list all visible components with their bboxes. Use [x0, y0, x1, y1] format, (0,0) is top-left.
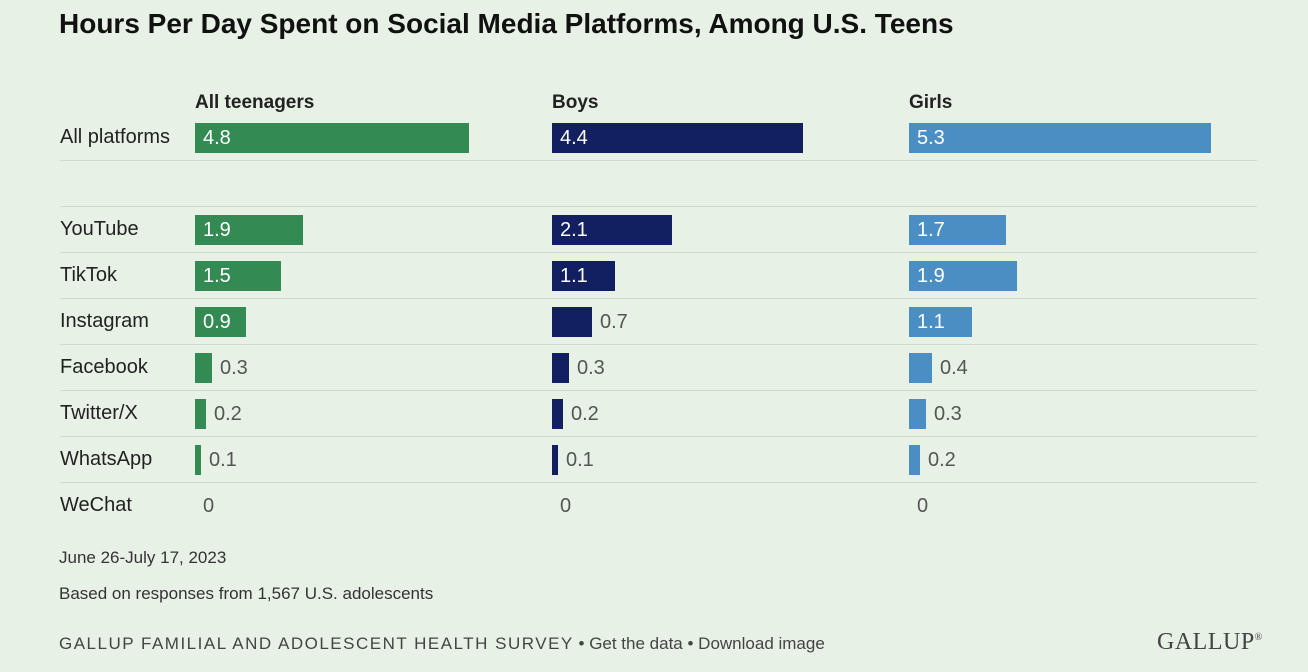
- row-divider: [60, 298, 1257, 299]
- value-label-boys-facebook: 0.3: [577, 357, 605, 379]
- row-divider: [60, 344, 1257, 345]
- value-label-girls-all-platforms: 5.3: [917, 127, 945, 149]
- value-label-girls-twitter-x: 0.3: [934, 403, 962, 425]
- category-label-tiktok: TikTok: [60, 264, 118, 286]
- value-label-all-teenagers-whatsapp: 0.1: [209, 449, 237, 471]
- bar-all-teenagers-twitter-x: [195, 399, 206, 429]
- category-label-facebook: Facebook: [60, 356, 148, 378]
- value-label-girls-wechat: 0: [917, 495, 929, 517]
- footer: GALLUP FAMILIAL AND ADOLESCENT HEALTH SU…: [59, 634, 825, 654]
- value-label-all-teenagers-facebook: 0.3: [220, 357, 248, 379]
- value-label-girls-facebook: 0.4: [940, 357, 968, 379]
- bar-boys-tiktok: [552, 261, 615, 291]
- bar-all-teenagers-all-platforms: [195, 123, 469, 153]
- bar-all-teenagers-whatsapp: [195, 445, 201, 475]
- value-label-all-teenagers-all-platforms: 4.8: [203, 127, 231, 149]
- get-data-link[interactable]: Get the data: [589, 634, 683, 653]
- value-label-girls-instagram: 1.1: [917, 311, 945, 333]
- value-label-boys-twitter-x: 0.2: [571, 403, 599, 425]
- source-label: GALLUP FAMILIAL AND ADOLESCENT HEALTH SU…: [59, 634, 574, 653]
- bar-boys-whatsapp: [552, 445, 558, 475]
- value-label-girls-youtube: 1.7: [917, 219, 945, 241]
- bar-boys-facebook: [552, 353, 569, 383]
- value-label-all-teenagers-youtube: 1.9: [203, 219, 231, 241]
- category-label-wechat: WeChat: [60, 494, 132, 516]
- registered-mark: ®: [1254, 632, 1263, 643]
- sample-note: Based on responses from 1,567 U.S. adole…: [59, 584, 434, 603]
- bar-all-teenagers-youtube: [195, 215, 303, 245]
- bar-girls-all-platforms: [909, 123, 1211, 153]
- row-divider: [60, 206, 1257, 207]
- survey-date: June 26-July 17, 2023: [59, 548, 227, 567]
- series-header-all-teenagers: All teenagers: [195, 92, 315, 113]
- category-label-twitter-x: Twitter/X: [60, 402, 138, 424]
- row-divider: [60, 160, 1257, 161]
- row-divider: [60, 390, 1257, 391]
- value-label-girls-tiktok: 1.9: [917, 265, 945, 287]
- value-label-boys-instagram: 0.7: [600, 311, 628, 333]
- bar-all-teenagers-facebook: [195, 353, 212, 383]
- category-label-youtube: YouTube: [60, 218, 139, 240]
- footer-separator: •: [573, 634, 590, 653]
- bar-boys-instagram: [552, 307, 592, 337]
- bar-all-teenagers-tiktok: [195, 261, 281, 291]
- bar-boys-twitter-x: [552, 399, 563, 429]
- value-label-girls-whatsapp: 0.2: [928, 449, 956, 471]
- footer-separator: •: [682, 634, 699, 653]
- value-label-all-teenagers-wechat: 0: [203, 495, 215, 517]
- bar-girls-facebook: [909, 353, 932, 383]
- category-label-whatsapp: WhatsApp: [60, 448, 153, 470]
- value-label-all-teenagers-twitter-x: 0.2: [214, 403, 242, 425]
- bar-all-teenagers-instagram: [195, 307, 246, 337]
- row-divider: [60, 436, 1257, 437]
- value-label-all-teenagers-tiktok: 1.5: [203, 265, 231, 287]
- bar-girls-youtube: [909, 215, 1006, 245]
- value-label-boys-all-platforms: 4.4: [560, 127, 588, 149]
- series-header-boys: Boys: [552, 92, 599, 113]
- row-divider: [60, 482, 1257, 483]
- category-label-instagram: Instagram: [60, 310, 149, 332]
- bar-girls-twitter-x: [909, 399, 926, 429]
- bar-girls-tiktok: [909, 261, 1017, 291]
- chart-title: Hours Per Day Spent on Social Media Plat…: [59, 8, 954, 39]
- category-label-all-platforms: All platforms: [60, 126, 171, 148]
- row-divider: [60, 252, 1257, 253]
- value-label-boys-wechat: 0: [560, 495, 572, 517]
- series-header-girls: Girls: [909, 92, 953, 113]
- value-label-boys-whatsapp: 0.1: [566, 449, 594, 471]
- download-image-link[interactable]: Download image: [698, 634, 825, 653]
- value-label-all-teenagers-instagram: 0.9: [203, 311, 231, 333]
- gallup-logo: GALLUP®: [1157, 629, 1263, 656]
- bar-boys-all-platforms: [552, 123, 803, 153]
- bar-girls-whatsapp: [909, 445, 920, 475]
- value-label-boys-youtube: 2.1: [560, 219, 588, 241]
- bar-boys-youtube: [552, 215, 672, 245]
- bar-girls-instagram: [909, 307, 972, 337]
- gallup-logo-text: GALLUP: [1157, 629, 1255, 655]
- value-label-boys-tiktok: 1.1: [560, 265, 588, 287]
